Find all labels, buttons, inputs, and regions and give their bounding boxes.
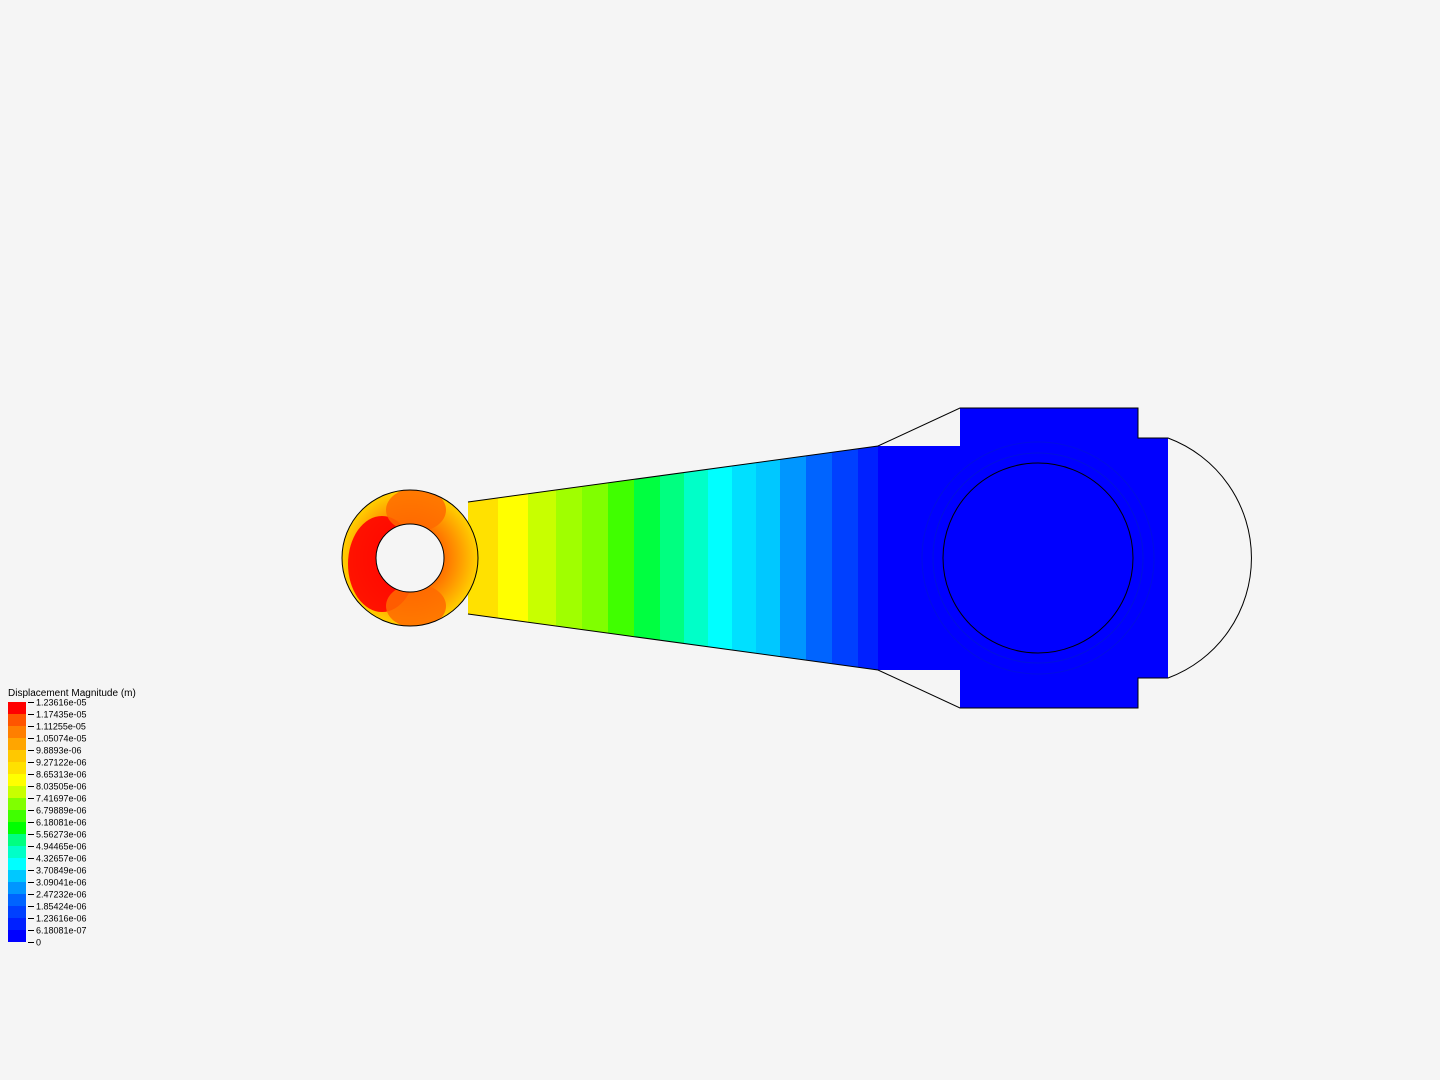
legend-tick-label: 9.27122e-06 (36, 757, 87, 767)
fea-viewport (0, 0, 1440, 1080)
legend-tick-label: 6.18081e-07 (36, 925, 87, 935)
legend-tick-label: 0 (36, 937, 41, 947)
legend-tick-label: 1.11255e-05 (36, 721, 86, 731)
legend-tick-label: 4.94465e-06 (36, 841, 87, 851)
legend-swatch (8, 918, 26, 930)
legend-tick-label: 1.23616e-05 (36, 697, 87, 707)
color-legend: Displacement Magnitude (m) 1.23616e-051.… (8, 688, 136, 942)
legend-body: 1.23616e-051.17435e-051.11255e-051.05074… (8, 702, 136, 942)
legend-colorbar (8, 702, 26, 942)
legend-swatch (8, 894, 26, 906)
legend-swatch (8, 822, 26, 834)
legend-tick-label: 1.05074e-05 (36, 733, 87, 743)
legend-swatch (8, 714, 26, 726)
legend-tick-label: 1.17435e-05 (36, 709, 87, 719)
legend-swatch (8, 846, 26, 858)
legend-swatch (8, 810, 26, 822)
legend-swatch (8, 930, 26, 942)
legend-tick-label: 4.32657e-06 (36, 853, 87, 863)
legend-tick-label: 2.47232e-06 (36, 889, 87, 899)
legend-tick-label: 7.41697e-06 (36, 793, 87, 803)
legend-swatch (8, 870, 26, 882)
legend-swatch (8, 750, 26, 762)
legend-swatch (8, 798, 26, 810)
legend-swatch (8, 906, 26, 918)
legend-swatch (8, 882, 26, 894)
legend-tick-label: 3.70849e-06 (36, 865, 87, 875)
legend-swatch (8, 786, 26, 798)
legend-swatch (8, 738, 26, 750)
legend-swatch (8, 774, 26, 786)
legend-swatch (8, 834, 26, 846)
legend-tick-label: 3.09041e-06 (36, 877, 87, 887)
legend-swatch (8, 726, 26, 738)
legend-tick-label: 8.03505e-06 (36, 781, 87, 791)
legend-tick-label: 9.8893e-06 (36, 745, 82, 755)
legend-swatch (8, 762, 26, 774)
connecting-rod-render (0, 0, 1440, 1080)
legend-swatch (8, 702, 26, 714)
legend-tick-label: 1.85424e-06 (36, 901, 87, 911)
legend-tick-label: 5.56273e-06 (36, 829, 87, 839)
legend-tick-label: 6.79889e-06 (36, 805, 87, 815)
legend-swatch (8, 858, 26, 870)
legend-tick-label: 1.23616e-06 (36, 913, 87, 923)
legend-tick-label: 8.65313e-06 (36, 769, 87, 779)
legend-tick-label: 6.18081e-06 (36, 817, 87, 827)
